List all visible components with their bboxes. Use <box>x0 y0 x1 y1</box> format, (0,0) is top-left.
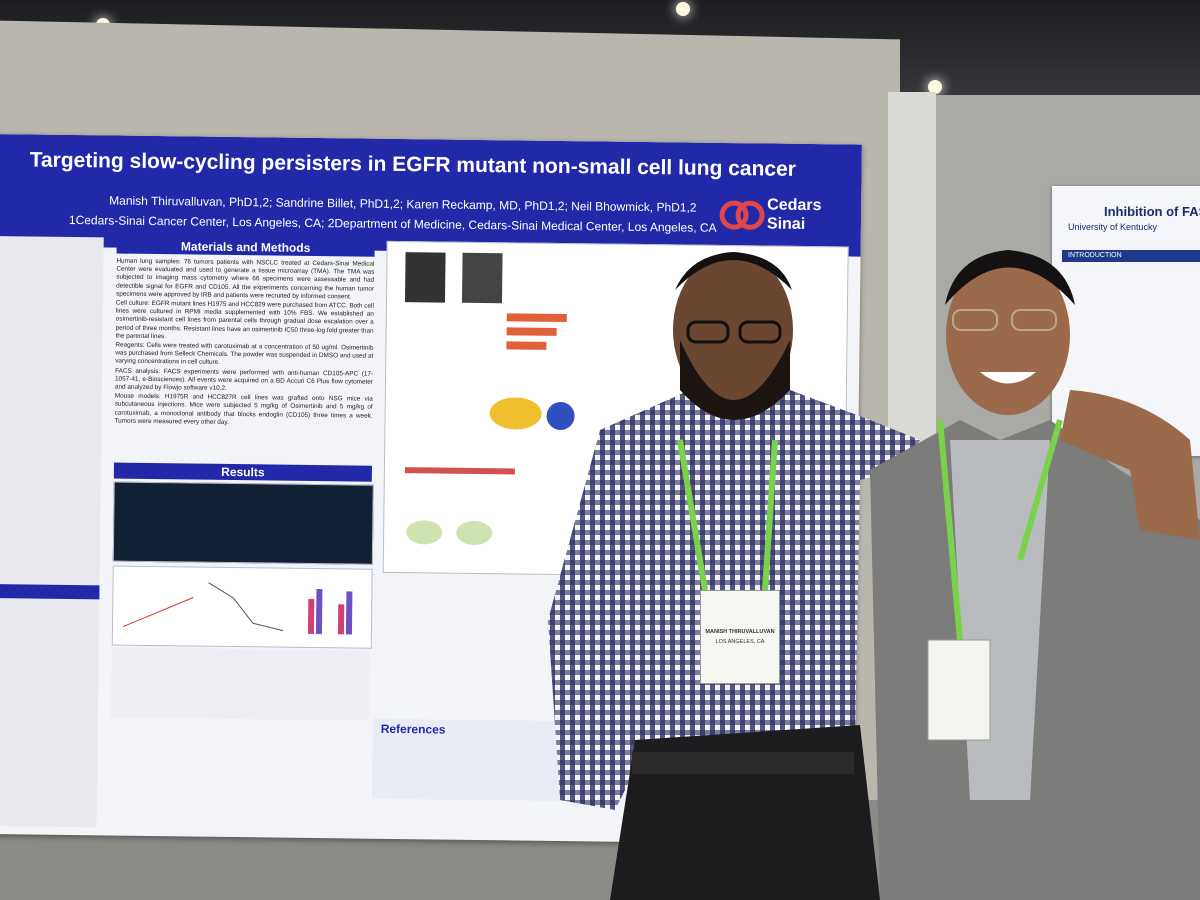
logo-ring <box>719 200 749 230</box>
hair <box>945 250 1075 305</box>
plot-bar <box>506 341 547 350</box>
belt <box>632 752 854 774</box>
arm <box>1060 390 1200 540</box>
plot-bar <box>506 313 567 323</box>
plot-bar <box>337 604 345 635</box>
glasses <box>738 320 782 344</box>
lanyard <box>937 419 1063 641</box>
plot-curve <box>208 582 284 632</box>
glasses <box>1011 309 1057 331</box>
lamp <box>676 2 690 16</box>
badge-name: MANISH THIRUVALLUVAN <box>705 629 775 635</box>
side-poster-title: Inhibition of FASN <box>1104 204 1200 219</box>
western-blot <box>404 252 446 303</box>
plot-line <box>122 597 194 628</box>
plot-bar <box>315 589 323 635</box>
logo-ring <box>735 200 765 230</box>
head <box>673 252 793 408</box>
plot-bar <box>345 591 353 635</box>
lanyard <box>677 439 778 591</box>
side-poster-institution: University of Kentucky <box>1068 222 1158 232</box>
figure-plots <box>404 252 575 545</box>
glasses <box>952 309 998 331</box>
poster-header: Targeting slow-cycling persisters in EGF… <box>0 134 862 257</box>
umap-cluster <box>406 520 443 545</box>
head <box>946 255 1070 415</box>
badge <box>927 639 991 741</box>
plot-bar <box>506 327 557 336</box>
trousers <box>610 725 880 900</box>
badge: MANISH THIRUVALLUVAN LOS ANGELES, CA <box>700 590 780 684</box>
hair <box>675 252 792 290</box>
umap-cluster <box>489 397 542 430</box>
plot-bar <box>307 598 315 634</box>
smile <box>980 372 1036 384</box>
umap-cluster <box>546 401 575 430</box>
umap-cluster <box>456 520 493 545</box>
beard <box>680 340 790 420</box>
heatmap <box>404 467 515 475</box>
lamp <box>928 80 942 94</box>
figure-panel <box>111 565 373 649</box>
figure-panel <box>382 240 849 579</box>
logo-mark <box>719 200 765 230</box>
poster: Targeting slow-cycling persisters in EGF… <box>0 134 862 845</box>
figure-plots <box>122 582 353 635</box>
glasses <box>686 320 730 344</box>
side-poster-section: INTRODUCTION <box>1062 250 1200 262</box>
badge-location: LOS ANGELES, CA <box>715 639 765 645</box>
western-blot <box>461 252 503 304</box>
logo: Cedars Sinai <box>719 193 842 238</box>
